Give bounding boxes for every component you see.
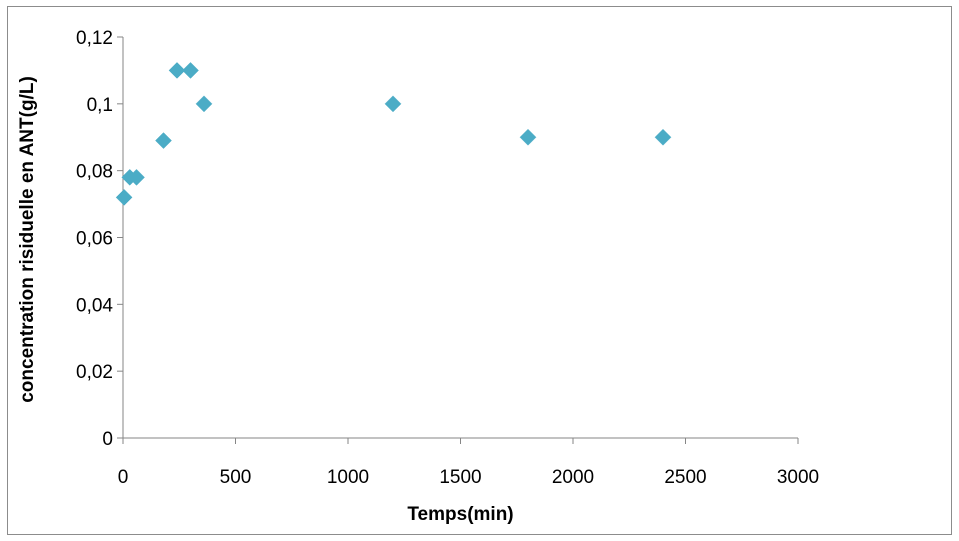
data-point [128, 168, 145, 186]
y-tick-label: 0,06 [76, 229, 113, 250]
x-tick-label: 3000 [777, 467, 819, 488]
x-tick-label: 2500 [664, 467, 706, 488]
y-tick-label: 0,04 [76, 295, 113, 316]
y-tick-label: 0 [102, 429, 113, 450]
x-tick-label: 1500 [439, 467, 481, 488]
y-tick-label: 0,08 [76, 162, 113, 183]
y-tick-label: 0,1 [87, 95, 113, 116]
x-tick-label: 500 [220, 467, 252, 488]
data-point [168, 62, 186, 79]
x-tick-label: 0 [118, 467, 129, 488]
x-axis-title: Temps(min) [407, 504, 513, 525]
data-point [384, 95, 402, 113]
chart-area: 0 0,02 0,04 0,06 0,08 0,1 0,12 0 500 1000 1500 2000… [7, 6, 952, 535]
data-point [182, 62, 199, 79]
data-point [195, 95, 213, 113]
y-tick-label: 0,02 [76, 362, 113, 383]
x-tick-label: 2000 [552, 467, 594, 488]
scatter-chart: 0 0,02 0,04 0,06 0,08 0,1 0,12 0 500 1000 1500 2000… [17, 28, 819, 525]
axes [122, 37, 798, 439]
data-point [519, 128, 537, 146]
ticks: 0 0,02 0,04 0,06 0,08 0,1 0,12 0 500 1000 1500 2000… [76, 28, 819, 488]
data-point [155, 132, 172, 149]
data-point [654, 128, 672, 146]
data-points [115, 62, 672, 206]
y-tick-label: 0,12 [76, 28, 113, 49]
y-axis-title: concentration risiduelle en ANT(g/L) [17, 76, 38, 403]
data-point [115, 189, 133, 206]
x-tick-label: 1000 [327, 467, 369, 488]
